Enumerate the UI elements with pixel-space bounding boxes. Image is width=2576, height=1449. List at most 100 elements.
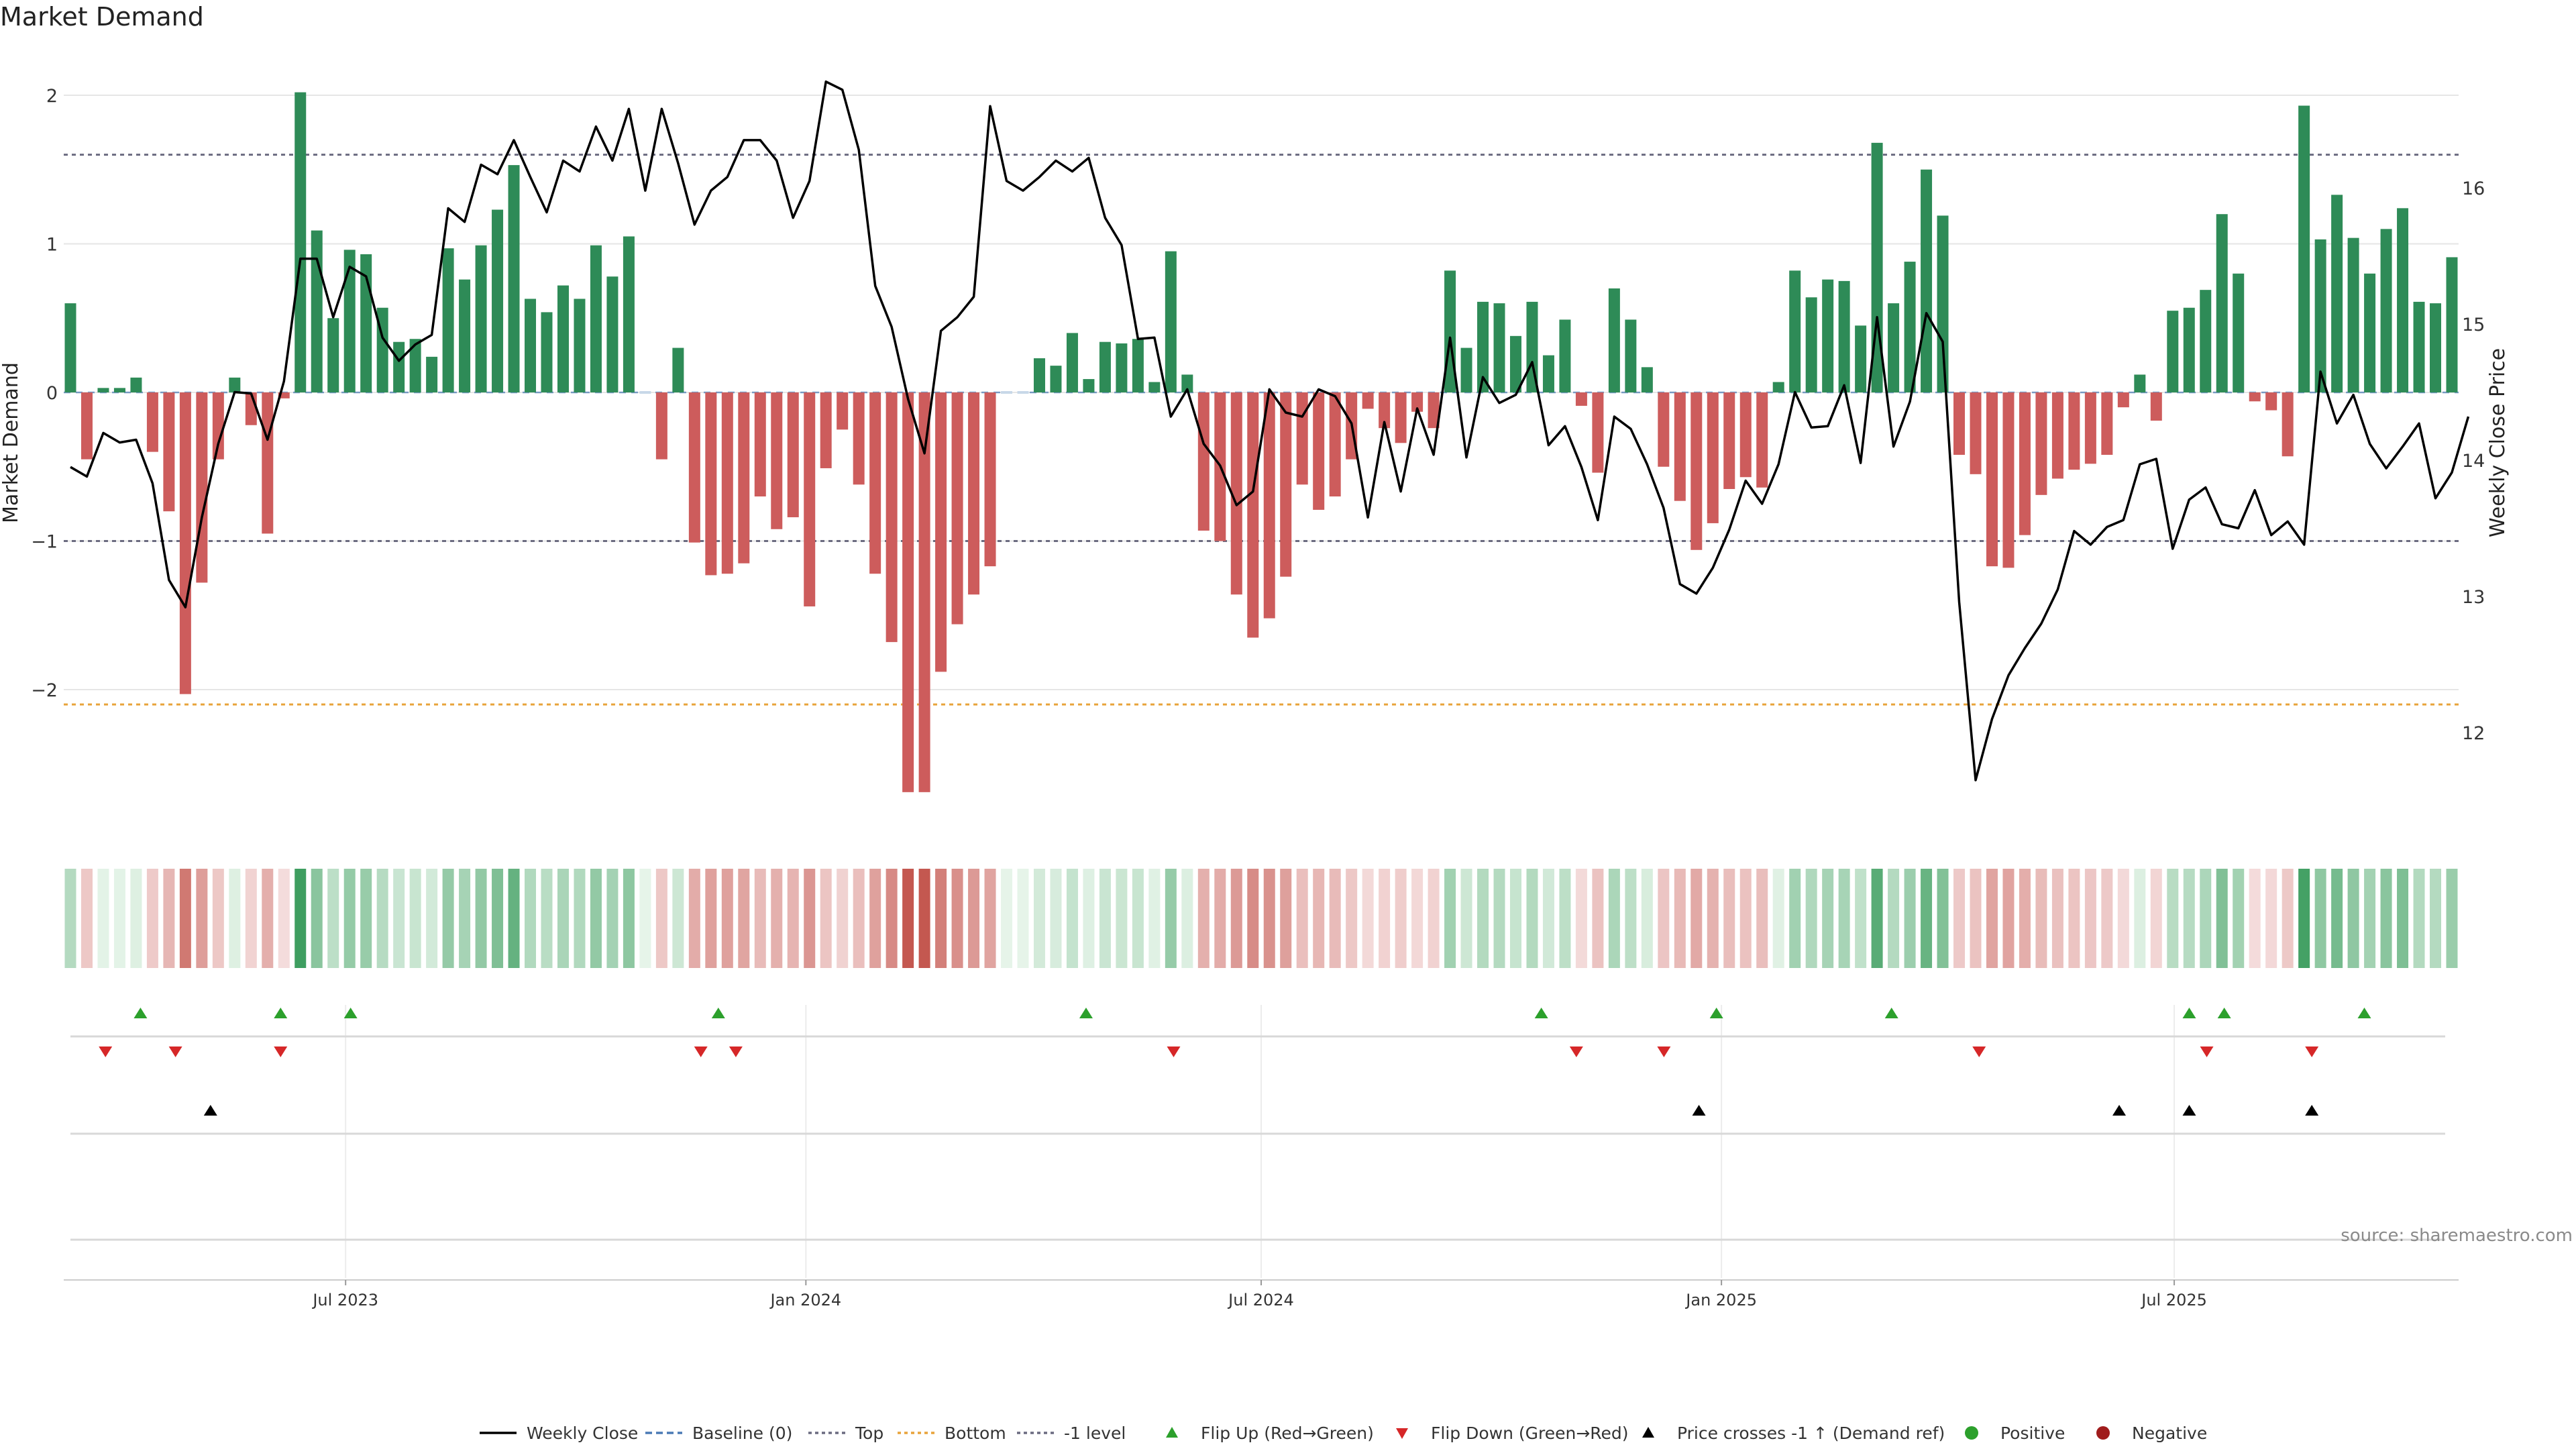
demand-bar bbox=[1575, 392, 1587, 406]
intensity-cell bbox=[327, 869, 339, 968]
demand-bar bbox=[409, 339, 421, 392]
intensity-cell bbox=[2101, 869, 2113, 968]
intensity-cell bbox=[1230, 869, 1242, 968]
demand-bar bbox=[902, 392, 914, 792]
intensity-cell bbox=[1904, 869, 1916, 968]
demand-bar bbox=[655, 392, 667, 460]
intensity-cell bbox=[2167, 869, 2179, 968]
demand-bar bbox=[2019, 392, 2031, 535]
demand-bar bbox=[2413, 301, 2425, 392]
y2-tick-label: 14 bbox=[2462, 451, 2485, 472]
intensity-cell bbox=[1542, 869, 1554, 968]
intensity-cell bbox=[2019, 869, 2031, 968]
legend-item: Negative bbox=[2096, 1424, 2207, 1443]
x-tick-label: Jan 2025 bbox=[1684, 1291, 1757, 1309]
demand-bar bbox=[1509, 335, 1521, 392]
intensity-cell bbox=[2249, 869, 2261, 968]
intensity-cell bbox=[2298, 869, 2310, 968]
intensity-cell bbox=[1921, 869, 1933, 968]
demand-bar bbox=[64, 303, 76, 392]
intensity-cell bbox=[1214, 869, 1226, 968]
intensity-cell bbox=[311, 869, 323, 968]
flip-up-marker bbox=[274, 1008, 288, 1018]
intensity-cell bbox=[902, 869, 914, 968]
intensity-cell bbox=[1444, 869, 1456, 968]
intensity-cell bbox=[64, 869, 76, 968]
intensity-cell bbox=[2051, 869, 2063, 968]
intensity-cell bbox=[738, 869, 750, 968]
demand-bar bbox=[1739, 392, 1752, 478]
intensity-cell bbox=[951, 869, 963, 968]
legend: Weekly Close Baseline (0) Top Bottom -1 leve… bbox=[480, 1424, 2207, 1443]
intensity-cell bbox=[1937, 869, 1949, 968]
demand-bar bbox=[459, 279, 471, 392]
intensity-cell bbox=[1805, 869, 1817, 968]
intensity-cell bbox=[1953, 869, 1966, 968]
intensity-cell bbox=[130, 869, 142, 968]
intensity-cell bbox=[2200, 869, 2212, 968]
x-tick-label: Jul 2024 bbox=[1227, 1291, 1294, 1309]
demand-bar bbox=[492, 209, 504, 392]
demand-bar bbox=[1411, 392, 1424, 412]
demand-bar bbox=[1148, 382, 1161, 392]
demand-bar bbox=[951, 392, 963, 625]
intensity-cell bbox=[360, 869, 372, 968]
intensity-cell bbox=[918, 869, 930, 968]
demand-bar bbox=[1937, 215, 1949, 392]
intensity-cell bbox=[1099, 869, 1111, 968]
demand-bar bbox=[2084, 392, 2096, 464]
intensity-cell bbox=[1592, 869, 1604, 968]
demand-bar bbox=[2051, 392, 2063, 479]
intensity-cell bbox=[1526, 869, 1538, 968]
demand-bar bbox=[1690, 392, 1703, 550]
demand-bar bbox=[1822, 279, 1834, 392]
demand-bar bbox=[2150, 392, 2162, 421]
demand-bar bbox=[1592, 392, 1604, 473]
intensity-cell bbox=[1855, 869, 1867, 968]
intensity-cell bbox=[771, 869, 783, 968]
demand-bar bbox=[1460, 347, 1472, 392]
intensity-cell bbox=[97, 869, 109, 968]
flip-down-marker bbox=[1972, 1046, 1986, 1057]
intensity-cell bbox=[1411, 869, 1424, 968]
demand-bar bbox=[1099, 341, 1111, 392]
legend-triangle-down-swatch bbox=[1396, 1428, 1408, 1439]
grid-layer bbox=[64, 95, 2459, 1278]
demand-bar bbox=[2331, 195, 2343, 392]
demand-bar bbox=[2101, 392, 2113, 455]
intensity-cell bbox=[2413, 869, 2425, 968]
y2-tick-label: 16 bbox=[2462, 178, 2485, 199]
intensity-cell bbox=[475, 869, 487, 968]
demand-bar bbox=[2200, 290, 2212, 392]
legend-dot-swatch bbox=[1965, 1426, 1978, 1440]
demand-bar bbox=[787, 392, 799, 518]
y-tick-label: 0 bbox=[46, 383, 58, 404]
demand-bar bbox=[738, 392, 750, 564]
legend-label: Price crosses -1 ↑ (Demand ref) bbox=[1677, 1424, 1945, 1443]
y-tick-label: 2 bbox=[46, 86, 58, 107]
intensity-cell bbox=[2331, 869, 2343, 968]
intensity-cell bbox=[2446, 869, 2458, 968]
flip-down-marker bbox=[1657, 1046, 1671, 1057]
intensity-cell bbox=[2084, 869, 2096, 968]
demand-bar bbox=[1953, 392, 1966, 455]
legend-label: Baseline (0) bbox=[692, 1424, 792, 1443]
intensity-cell bbox=[1608, 869, 1620, 968]
intensity-cell bbox=[754, 869, 766, 968]
flip-up-marker bbox=[343, 1008, 358, 1018]
intensity-cell bbox=[672, 869, 684, 968]
demand-bar bbox=[2233, 273, 2245, 392]
intensity-strip bbox=[64, 869, 2458, 968]
intensity-cell bbox=[853, 869, 865, 968]
demand-bar bbox=[1608, 288, 1620, 392]
intensity-cell bbox=[837, 869, 849, 968]
intensity-cell bbox=[459, 869, 471, 968]
intensity-cell bbox=[1871, 869, 1883, 968]
intensity-cell bbox=[984, 869, 996, 968]
demand-bar bbox=[113, 388, 125, 392]
intensity-cell bbox=[1017, 869, 1029, 968]
price-cross-marker bbox=[2305, 1105, 2319, 1116]
demand-bar bbox=[442, 248, 454, 392]
demand-bar bbox=[2068, 392, 2080, 470]
intensity-cell bbox=[2347, 869, 2359, 968]
